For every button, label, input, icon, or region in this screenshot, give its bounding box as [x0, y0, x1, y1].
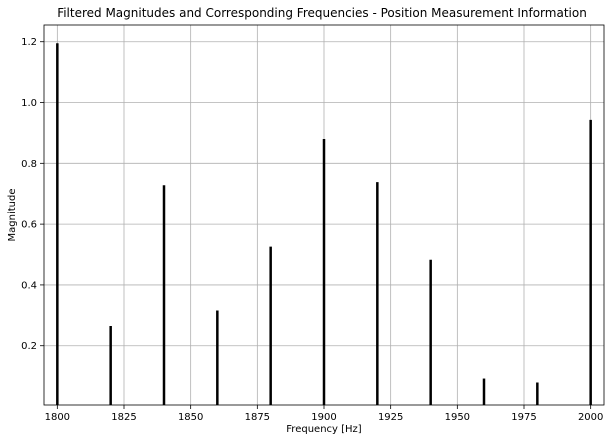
- y-axis-ticks: 0.2 0.4 0.6 0.8 1.0 1.2: [21, 37, 44, 352]
- x-tick-label: 1825: [111, 412, 136, 423]
- y-axis-label: Magnitude: [7, 189, 18, 242]
- x-tick-label: 1950: [445, 412, 470, 423]
- x-axis-label: Frequency [Hz]: [286, 424, 362, 435]
- y-tick-label: 1.2: [21, 37, 37, 48]
- y-tick-label: 0.2: [21, 341, 37, 352]
- x-tick-label: 2000: [578, 412, 603, 423]
- y-tick-label: 1.0: [21, 98, 37, 109]
- x-tick-label: 1900: [311, 412, 336, 423]
- chart-title: Filtered Magnitudes and Corresponding Fr…: [57, 6, 587, 20]
- y-tick-label: 0.6: [21, 220, 37, 231]
- x-tick-label: 1925: [378, 412, 403, 423]
- x-tick-label: 1850: [178, 412, 203, 423]
- x-tick-label: 1975: [511, 412, 536, 423]
- x-axis-ticks: 1800 1825 1850 1875 1900 1925 1950 1975 2000: [45, 405, 603, 423]
- x-tick-label: 1875: [245, 412, 270, 423]
- y-tick-label: 0.4: [21, 280, 37, 291]
- magnitude-stems: [56, 43, 592, 405]
- y-tick-label: 0.8: [21, 159, 37, 170]
- x-tick-label: 1800: [45, 412, 70, 423]
